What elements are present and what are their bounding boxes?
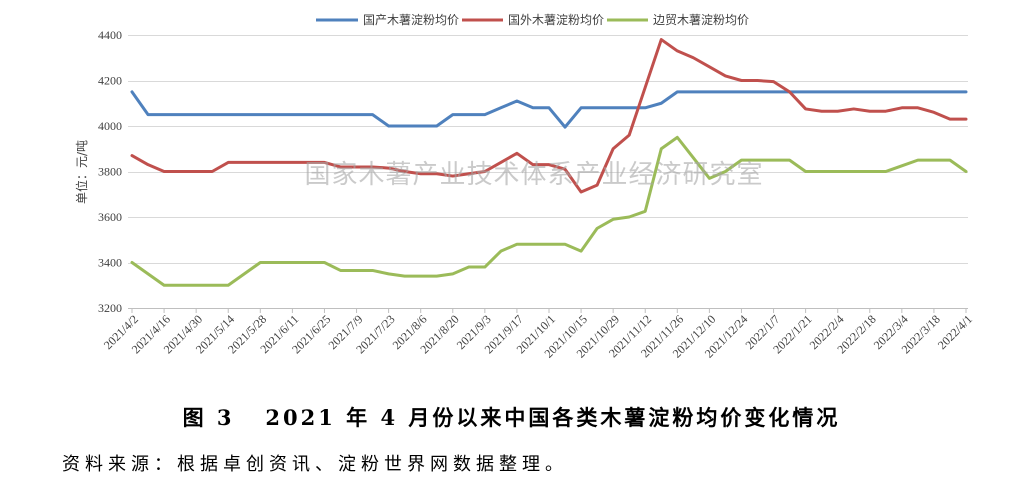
figure-caption: 图 3 2021 年 4 月份以来中国各类木薯淀粉均价变化情况 xyxy=(182,405,841,430)
source-note: 资料来源：根据卓创资讯、淀粉世界网数据整理。 xyxy=(62,454,568,475)
imported-starch-price-line xyxy=(130,38,968,194)
series-lines xyxy=(130,38,968,287)
legend-label-domestic: 国产木薯淀粉均价 xyxy=(363,13,459,27)
cassava-starch-price-line-chart: 3200 3400 3600 3800 4000 4200 4400 2021/4/2202… xyxy=(74,13,975,361)
domestic-starch-price-line xyxy=(130,90,968,129)
y-axis-title: 单位：元/吨 xyxy=(74,140,89,204)
watermark-text: 国家木薯产业技术体系产业经济研究室 xyxy=(304,160,763,190)
y-tick-label: 4000 xyxy=(98,119,122,133)
y-tick-label: 4400 xyxy=(98,28,122,42)
y-tick-label: 3600 xyxy=(98,210,122,224)
y-tick-label: 3800 xyxy=(98,165,122,179)
legend-label-border-trade: 边贸木薯淀粉均价 xyxy=(653,13,749,27)
x-tick-label: 2022/4/1 xyxy=(935,312,975,352)
legend-item-imported: 国外木薯淀粉均价 xyxy=(462,13,604,27)
y-tick-label: 4200 xyxy=(98,74,122,88)
legend-item-domestic: 国产木薯淀粉均价 xyxy=(316,13,459,27)
legend-item-border-trade: 边贸木薯淀粉均价 xyxy=(607,13,749,27)
legend-label-imported: 国外木薯淀粉均价 xyxy=(508,13,604,27)
y-axis-tick-labels: 3200 3400 3600 3800 4000 4200 4400 xyxy=(98,28,122,315)
border-trade-starch-price-line xyxy=(130,135,968,287)
y-tick-label: 3400 xyxy=(98,256,122,270)
legend: 国产木薯淀粉均价 国外木薯淀粉均价 边贸木薯淀粉均价 xyxy=(316,13,749,27)
y-tick-label: 3200 xyxy=(98,301,122,315)
x-axis: 2021/4/22021/4/162021/4/302021/5/142021/… xyxy=(101,308,975,361)
